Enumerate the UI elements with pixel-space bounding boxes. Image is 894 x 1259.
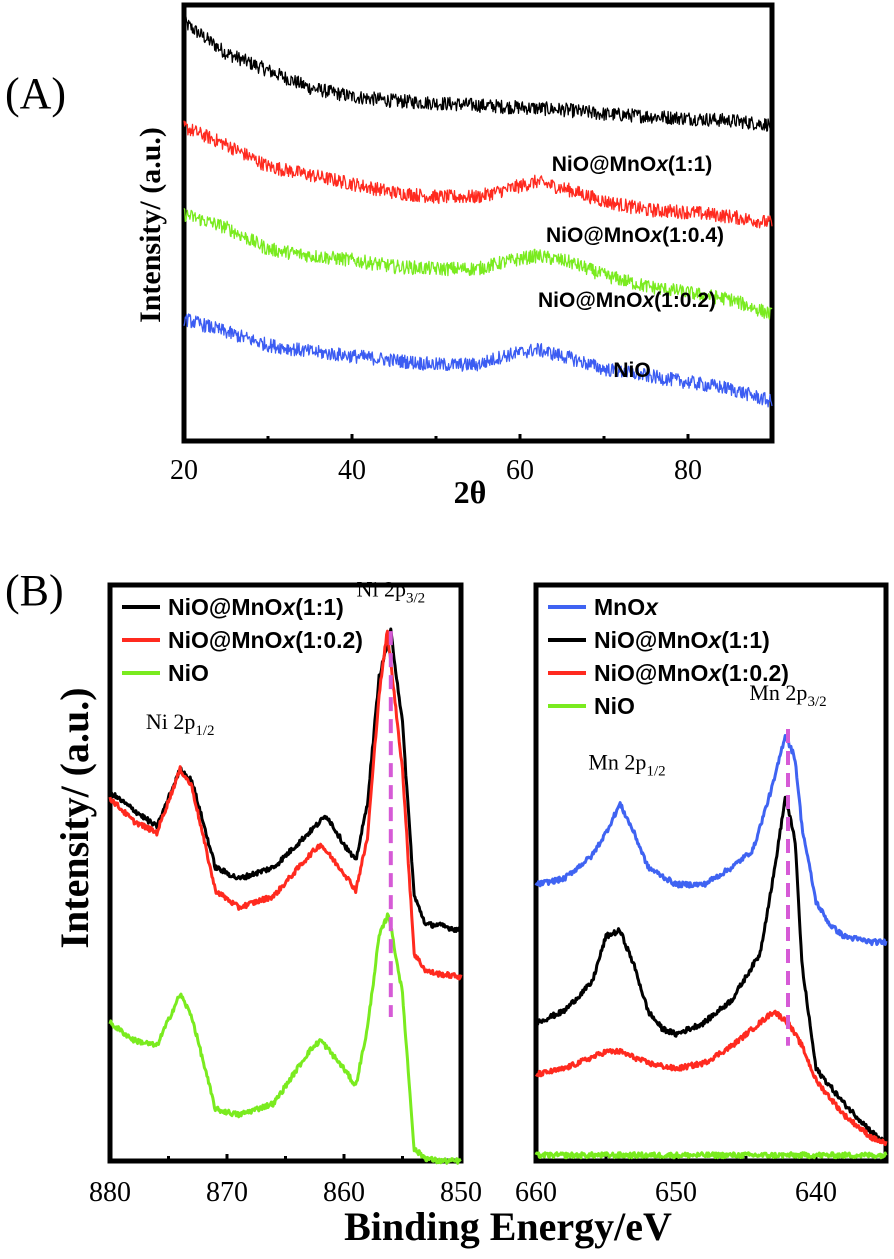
x-tick-label: 60 xyxy=(506,455,534,486)
legend-entry-main: NiO@MnO xyxy=(594,660,708,686)
peak-label-sub: 1/2 xyxy=(195,723,214,739)
x-tick-label: 80 xyxy=(674,455,702,486)
series-line-3 xyxy=(183,313,773,408)
x-tick-label: 40 xyxy=(338,455,366,486)
series-line-1 xyxy=(183,120,773,229)
legend-entry-suffix: (1:1) xyxy=(721,627,770,653)
legend-entry-main: NiO xyxy=(594,693,635,719)
x-tick-label: 850 xyxy=(440,1177,482,1208)
legend-entry-italic: x xyxy=(643,594,659,620)
series-line-0 xyxy=(183,16,773,132)
panel-a-xlabel: 2θ xyxy=(454,474,487,510)
panel-b-ylabel: Intensity/ (a.u.) xyxy=(52,687,97,948)
legend-entry: NiO xyxy=(594,693,635,719)
legend-entry-italic: x xyxy=(280,627,296,653)
panel-a-ylabel: Intensity/ (a.u.) xyxy=(134,127,167,323)
peak-label-sub: 1/2 xyxy=(646,763,665,779)
peak-label: Mn 2p3/2 xyxy=(749,680,826,710)
legend-entry: NiO@MnOx(1:1) xyxy=(594,627,770,653)
plot-frame xyxy=(533,582,889,1164)
x-tick-label: 880 xyxy=(89,1177,131,1208)
legend-entry: NiO@MnOx(1:1) xyxy=(168,594,344,620)
series-line-0 xyxy=(534,734,888,947)
plot-area-a: 20 40 60 80NiO@MnOx(1:1)NiO@MnOx(1:0.4)NiO@… xyxy=(170,2,775,486)
peak-label-main: Mn 2p xyxy=(749,680,807,705)
x-tick-label: 660 xyxy=(515,1177,557,1208)
legend-entry-main: NiO xyxy=(168,660,209,686)
series-label-suffix: (1:1) xyxy=(668,153,712,176)
series-line-2 xyxy=(108,912,462,1165)
series-line-1 xyxy=(108,629,463,981)
series-label: NiO@MnOx(1:0.4) xyxy=(546,224,724,247)
series-label-suffix: (1:0.4) xyxy=(662,224,724,247)
peak-label-main: Ni 2p xyxy=(146,709,196,734)
series-line-2 xyxy=(534,1009,888,1147)
x-tick-label: 860 xyxy=(323,1177,365,1208)
peak-label: Ni 2p1/2 xyxy=(146,709,215,739)
legend-entry-main: NiO@MnO xyxy=(594,627,708,653)
legend-entry: NiO@MnOx(1:0.2) xyxy=(594,660,789,686)
series-label: NiO@MnOx(1:0.2) xyxy=(538,289,716,312)
panel-b-label: (B) xyxy=(5,566,64,615)
series-label-italic: x xyxy=(649,224,663,247)
legend-entry-italic: x xyxy=(280,594,296,620)
peak-label: Ni 2p3/2 xyxy=(356,577,425,607)
panel-a-label: (A) xyxy=(5,69,66,118)
legend-entry-suffix: (1:0.2) xyxy=(295,627,363,653)
x-tick-label: 640 xyxy=(795,1177,837,1208)
series-label-main: NiO@MnO xyxy=(538,289,642,312)
x-tick-label: 20 xyxy=(170,455,198,486)
series-label: NiO xyxy=(613,359,650,382)
peak-label-main: Ni 2p xyxy=(356,577,406,602)
series-line-1 xyxy=(535,795,888,1145)
legend-entry: NiO@MnOx(1:0.2) xyxy=(168,627,363,653)
series-line-2 xyxy=(183,208,773,320)
x-tick-label: 650 xyxy=(655,1177,697,1208)
series-label-main: NiO xyxy=(613,359,650,382)
series-label-main: NiO@MnO xyxy=(552,153,656,176)
legend-entry-suffix: (1:1) xyxy=(295,594,344,620)
legend-entry: MnOx xyxy=(594,594,659,620)
legend-entry-italic: x xyxy=(706,627,722,653)
peak-label: Mn 2p1/2 xyxy=(588,749,665,779)
series-label: NiO@MnOx(1:1) xyxy=(552,153,713,176)
legend-entry-italic: x xyxy=(706,660,722,686)
series-label-italic: x xyxy=(641,289,655,312)
legend-entry-main: NiO@MnO xyxy=(168,594,282,620)
peak-label-sub: 3/2 xyxy=(807,694,826,710)
peak-label-sub: 3/2 xyxy=(406,591,425,607)
legend-entry: NiO xyxy=(168,660,209,686)
peak-label-main: Mn 2p xyxy=(588,749,646,774)
legend-entry-main: NiO@MnO xyxy=(168,627,282,653)
series-label-suffix: (1:0.2) xyxy=(654,289,716,312)
legend-entry-suffix: (1:0.2) xyxy=(721,660,789,686)
series-line-3 xyxy=(534,1151,888,1160)
series-line-0 xyxy=(108,627,463,934)
series-label-italic: x xyxy=(655,153,669,176)
panel-b-xlabel: Binding Energy/eV xyxy=(344,1204,672,1249)
x-tick-label: 870 xyxy=(206,1177,248,1208)
series-label-main: NiO@MnO xyxy=(546,224,650,247)
legend-entry-main: MnO xyxy=(594,594,645,620)
